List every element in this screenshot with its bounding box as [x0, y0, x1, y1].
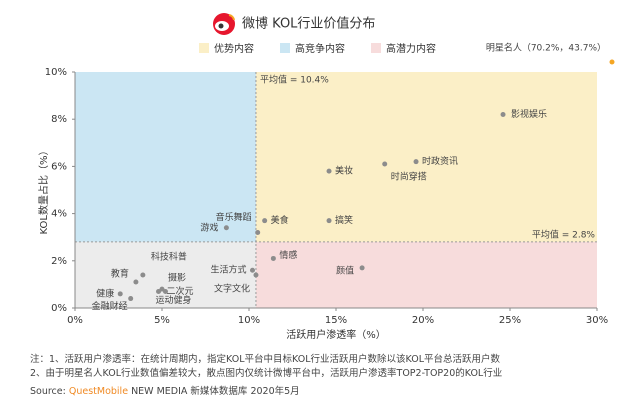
point-label: 生活方式	[210, 264, 246, 276]
quadrant	[75, 241, 256, 308]
note: 2、由于明星名人KOL行业数值偏差较大，散点图内仅统计微博平台中，活跃用户渗透率…	[30, 367, 502, 379]
source-brand: QuestMobile	[69, 386, 128, 397]
source: Source: QuestMobile NEW MEDIA 新媒体数据库 202…	[30, 385, 300, 397]
point	[128, 296, 134, 302]
y-tick-label: 2%	[51, 256, 67, 267]
point	[413, 159, 419, 165]
point-label: 摄影	[168, 272, 186, 284]
point	[382, 161, 388, 167]
point	[223, 225, 229, 231]
plot: 平均值 = 10.4% 平均值 = 2.8% 0% 5% 10% 15% 20% 25% 30%…	[37, 67, 608, 341]
point	[255, 229, 261, 235]
weibo-icon	[213, 13, 235, 35]
x-tick-label: 5%	[154, 315, 170, 326]
y-tick-label: 4%	[51, 209, 67, 220]
legend-label: 高潜力内容	[386, 42, 436, 55]
point-label: 音乐舞蹈	[216, 211, 252, 223]
annotation: 明星名人（70.2%，43.7%）	[486, 42, 606, 54]
point	[326, 168, 332, 174]
point-label: 美食	[271, 214, 289, 226]
y-tick-label: 0%	[51, 303, 67, 314]
avg-label: 平均值 = 10.4%	[260, 74, 329, 86]
quadrant	[75, 72, 256, 242]
chart-title: 微博 KOL行业价值分布	[242, 16, 375, 32]
point	[359, 265, 365, 271]
point-label: 搞笑	[335, 214, 353, 226]
point	[326, 218, 332, 224]
point-label: 游戏	[200, 221, 218, 233]
quadrant	[255, 241, 597, 308]
point-label: 二次元	[167, 285, 194, 297]
x-tick-label: 15%	[325, 315, 347, 326]
y-tick-label: 8%	[51, 114, 67, 125]
point-label: 颜值	[336, 264, 354, 276]
legend-label: 高竞争内容	[295, 42, 345, 55]
x-tick-label: 30%	[586, 315, 608, 326]
point-label: 健康	[96, 287, 114, 299]
y-axis-label: KOL数量占比（%）	[37, 146, 50, 235]
legend-label: 优势内容	[214, 42, 254, 55]
outlier-dot	[609, 59, 615, 65]
point	[253, 272, 259, 278]
point-label: 教育	[111, 268, 129, 280]
point-label: 美妆	[335, 165, 353, 177]
note: 注：1、活跃用户渗透率：在统计周期内，指定KOL平台中目标KOL行业活跃用户数除…	[30, 353, 500, 365]
point-label: 时政资讯	[422, 155, 458, 167]
y-tick-label: 10%	[45, 67, 67, 78]
point	[117, 291, 123, 297]
point-label: 情感	[279, 249, 297, 261]
point-label: 时尚穿搭	[391, 171, 427, 183]
point	[500, 111, 506, 117]
point-label: 影视娱乐	[511, 108, 547, 120]
x-tick-label: 10%	[238, 315, 260, 326]
legend-swatch	[280, 43, 290, 53]
y-tick-label: 6%	[51, 161, 67, 172]
point-label: 金融财经	[92, 300, 128, 312]
point-label: 科技科普	[151, 250, 187, 262]
point	[162, 288, 168, 294]
point-label: 运动健身	[155, 294, 191, 306]
point	[262, 218, 268, 224]
point	[156, 288, 162, 294]
avg-label: 平均值 = 2.8%	[532, 228, 596, 240]
legend-swatch	[371, 43, 381, 53]
point	[270, 255, 276, 261]
point	[249, 267, 255, 273]
x-tick-label: 0%	[67, 315, 83, 326]
x-tick-label: 20%	[412, 315, 434, 326]
point	[133, 279, 139, 285]
quadrant	[255, 72, 597, 242]
x-axis-label: 活跃用户渗透率（%）	[286, 328, 386, 341]
source-prefix: Source:	[30, 386, 69, 397]
point-label: 文字文化	[214, 282, 250, 294]
legend-swatch	[199, 43, 209, 53]
source-rest: NEW MEDIA 新媒体数据库 2020年5月	[128, 385, 300, 397]
x-tick-label: 25%	[499, 315, 521, 326]
point	[140, 272, 146, 278]
